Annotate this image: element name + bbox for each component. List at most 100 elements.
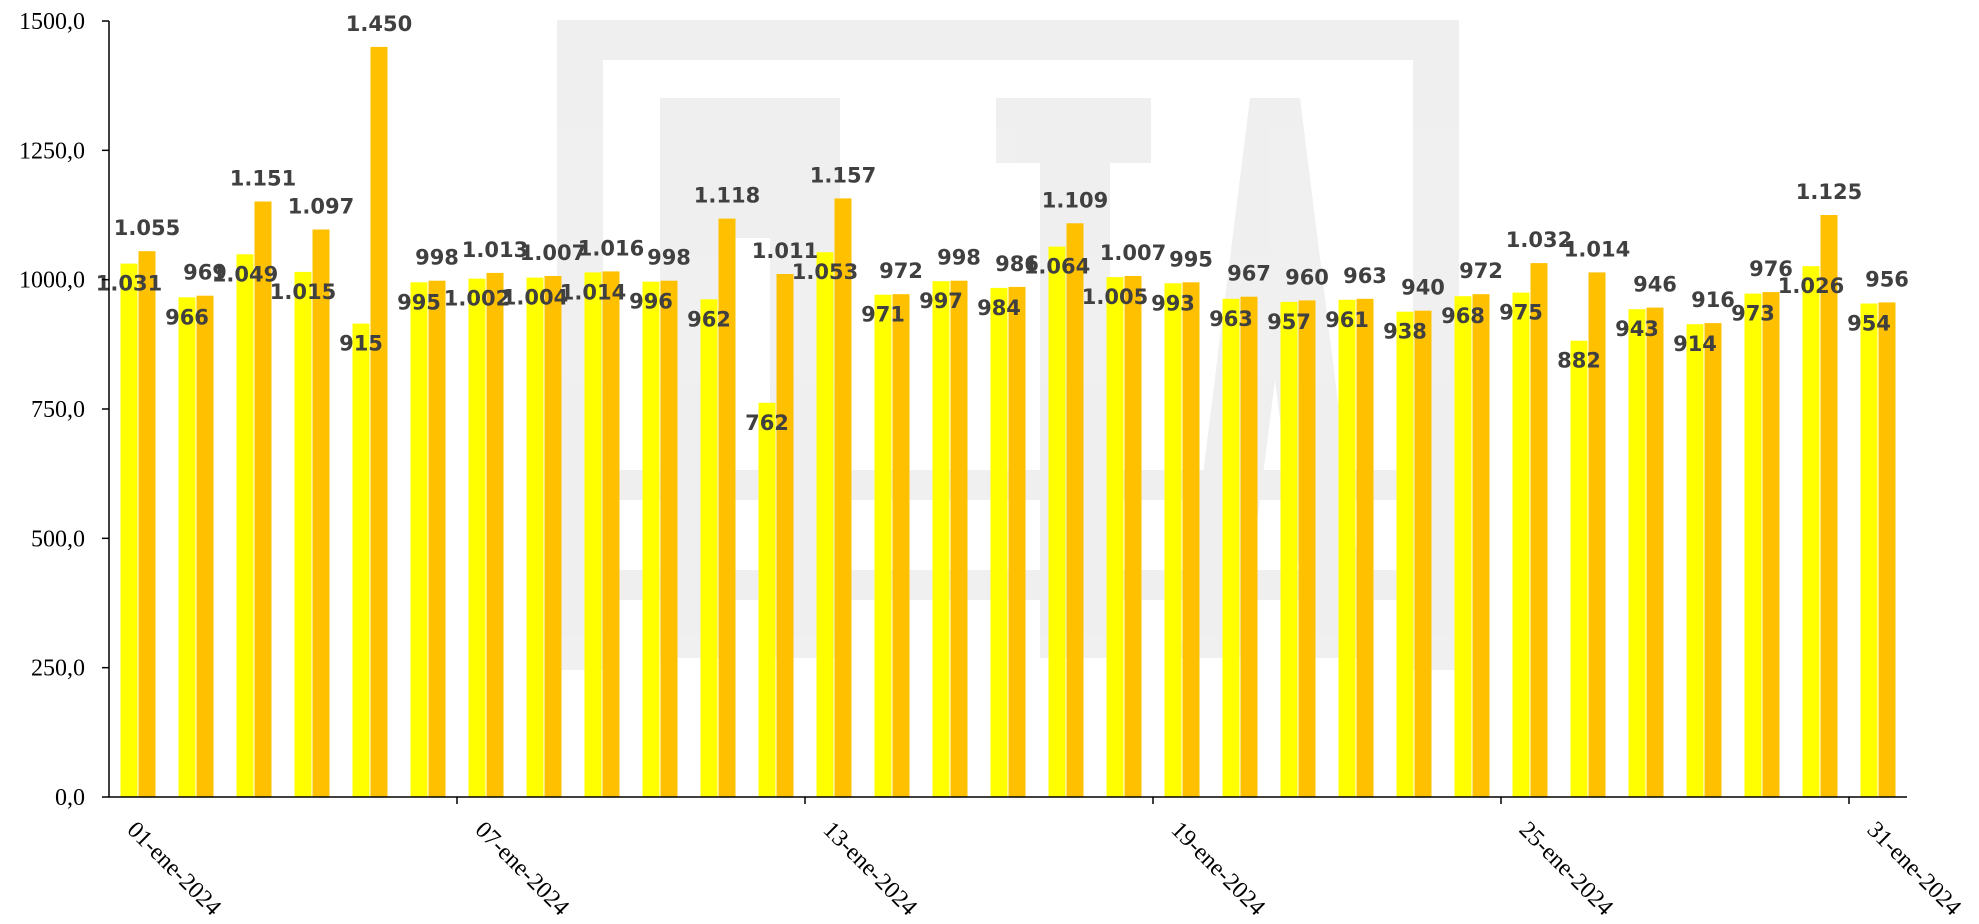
bar-s2-29 bbox=[1762, 292, 1780, 797]
bar-s1-30 bbox=[1802, 266, 1820, 797]
data-label-s1-24: 968 bbox=[1441, 304, 1485, 328]
bar-s1-7 bbox=[468, 278, 486, 798]
data-label-s2-17: 1.109 bbox=[1042, 188, 1108, 212]
watermark-logo bbox=[557, 20, 1459, 670]
data-label-s2-24: 972 bbox=[1459, 259, 1503, 283]
bar-s2-4 bbox=[312, 229, 330, 797]
bar-s1-22 bbox=[1338, 299, 1356, 797]
data-label-s1-28: 914 bbox=[1673, 332, 1717, 356]
bar-s1-27 bbox=[1628, 309, 1646, 797]
data-label-s1-7: 1.002 bbox=[444, 287, 510, 311]
data-label-s1-9: 1.014 bbox=[560, 280, 626, 304]
data-label-s2-14: 972 bbox=[879, 259, 923, 283]
data-label-s1-17: 1.064 bbox=[1024, 255, 1090, 279]
data-label-s2-30: 1.125 bbox=[1796, 180, 1862, 204]
x-tick-label-1: 01-ene-2024 bbox=[122, 817, 226, 921]
bar-s2-18 bbox=[1124, 276, 1142, 797]
bar-s1-16 bbox=[990, 287, 1008, 797]
bar-s1-5 bbox=[352, 323, 370, 797]
bar-s2-11 bbox=[718, 218, 736, 798]
bar-s2-28 bbox=[1704, 323, 1722, 797]
bar-s2-19 bbox=[1182, 282, 1200, 797]
data-label-s1-10: 996 bbox=[629, 290, 673, 314]
data-label-s2-19: 995 bbox=[1169, 247, 1213, 271]
bar-s2-9 bbox=[602, 271, 620, 797]
bar-s1-20 bbox=[1222, 298, 1240, 797]
y-tick-label-2: 500,0 bbox=[31, 526, 85, 552]
data-label-s1-12: 762 bbox=[745, 411, 789, 435]
data-label-s2-12: 1.011 bbox=[752, 239, 818, 263]
data-label-s1-1: 1.031 bbox=[96, 272, 162, 296]
data-label-s1-31: 954 bbox=[1847, 312, 1891, 336]
bar-s2-2 bbox=[196, 295, 214, 797]
data-label-s2-15: 998 bbox=[937, 246, 981, 270]
data-label-s1-30: 1.026 bbox=[1778, 274, 1844, 298]
bar-s2-6 bbox=[428, 280, 446, 797]
bar-s1-1 bbox=[120, 263, 138, 798]
data-label-s1-29: 973 bbox=[1731, 302, 1775, 326]
data-label-s1-23: 938 bbox=[1383, 320, 1427, 344]
data-label-s2-20: 967 bbox=[1227, 262, 1271, 286]
bar-s1-9 bbox=[584, 272, 602, 797]
bar-s2-23 bbox=[1414, 310, 1432, 797]
bar-s2-21 bbox=[1298, 300, 1316, 797]
data-label-s1-5: 915 bbox=[339, 332, 383, 356]
y-tick-label-4: 1000,0 bbox=[19, 268, 85, 294]
data-label-s2-5: 1.450 bbox=[346, 12, 412, 36]
bar-s2-16 bbox=[1008, 286, 1026, 797]
data-label-s2-11: 1.118 bbox=[694, 184, 760, 208]
data-label-s1-26: 882 bbox=[1557, 349, 1601, 373]
bar-s2-22 bbox=[1356, 298, 1374, 797]
bar-s2-15 bbox=[950, 280, 968, 797]
data-label-s2-10: 998 bbox=[647, 246, 691, 270]
bar-s1-6 bbox=[410, 282, 428, 797]
data-label-s1-11: 962 bbox=[687, 307, 731, 331]
bar-s1-19 bbox=[1164, 283, 1182, 797]
data-label-s1-25: 975 bbox=[1499, 301, 1543, 325]
data-label-s2-26: 1.014 bbox=[1564, 237, 1630, 261]
bar-s1-21 bbox=[1280, 301, 1298, 797]
bar-s1-12 bbox=[758, 402, 776, 797]
data-label-s2-13: 1.157 bbox=[810, 163, 876, 187]
bar-s2-7 bbox=[486, 272, 504, 797]
bar-s1-15 bbox=[932, 281, 950, 797]
data-label-s2-22: 963 bbox=[1343, 264, 1387, 288]
bar-s2-27 bbox=[1646, 307, 1664, 797]
data-label-s2-6: 998 bbox=[415, 246, 459, 270]
data-label-s2-9: 1.016 bbox=[578, 236, 644, 260]
bar-s1-4 bbox=[294, 271, 312, 797]
bar-s2-26 bbox=[1588, 272, 1606, 797]
y-tick-label-3: 750,0 bbox=[31, 397, 85, 423]
data-label-s1-16: 984 bbox=[977, 296, 1021, 320]
x-tick-label-4: 19-ene-2024 bbox=[1166, 817, 1270, 921]
bar-s1-13 bbox=[816, 252, 834, 797]
data-label-s2-21: 960 bbox=[1285, 265, 1329, 289]
data-label-s2-7: 1.013 bbox=[462, 238, 528, 262]
bar-s1-18 bbox=[1106, 277, 1124, 798]
data-label-s2-28: 916 bbox=[1691, 288, 1735, 312]
data-label-s1-27: 943 bbox=[1615, 317, 1659, 341]
bar-s1-29 bbox=[1744, 293, 1762, 797]
bar-s2-25 bbox=[1530, 263, 1548, 798]
bar-s1-31 bbox=[1860, 303, 1878, 797]
bar-s1-17 bbox=[1048, 246, 1066, 798]
bar-s2-30 bbox=[1820, 215, 1838, 797]
bar-s2-5 bbox=[370, 46, 388, 797]
bar-s2-3 bbox=[254, 201, 272, 797]
data-label-s1-21: 957 bbox=[1267, 310, 1311, 334]
y-tick-label-1: 250,0 bbox=[31, 656, 85, 682]
data-label-s2-8: 1.007 bbox=[520, 241, 586, 265]
data-label-s1-15: 997 bbox=[919, 289, 963, 313]
data-label-s2-29: 976 bbox=[1749, 257, 1793, 281]
bar-s2-1 bbox=[138, 251, 156, 797]
bar-s2-17 bbox=[1066, 223, 1084, 798]
bar-s2-14 bbox=[892, 294, 910, 797]
bar-s2-31 bbox=[1878, 302, 1896, 797]
bar-s1-14 bbox=[874, 294, 892, 797]
data-label-s1-6: 995 bbox=[397, 290, 441, 314]
data-label-s1-20: 963 bbox=[1209, 307, 1253, 331]
data-label-s2-16: 986 bbox=[995, 252, 1039, 276]
data-label-s2-23: 940 bbox=[1401, 276, 1445, 300]
bar-s2-10 bbox=[660, 280, 678, 797]
